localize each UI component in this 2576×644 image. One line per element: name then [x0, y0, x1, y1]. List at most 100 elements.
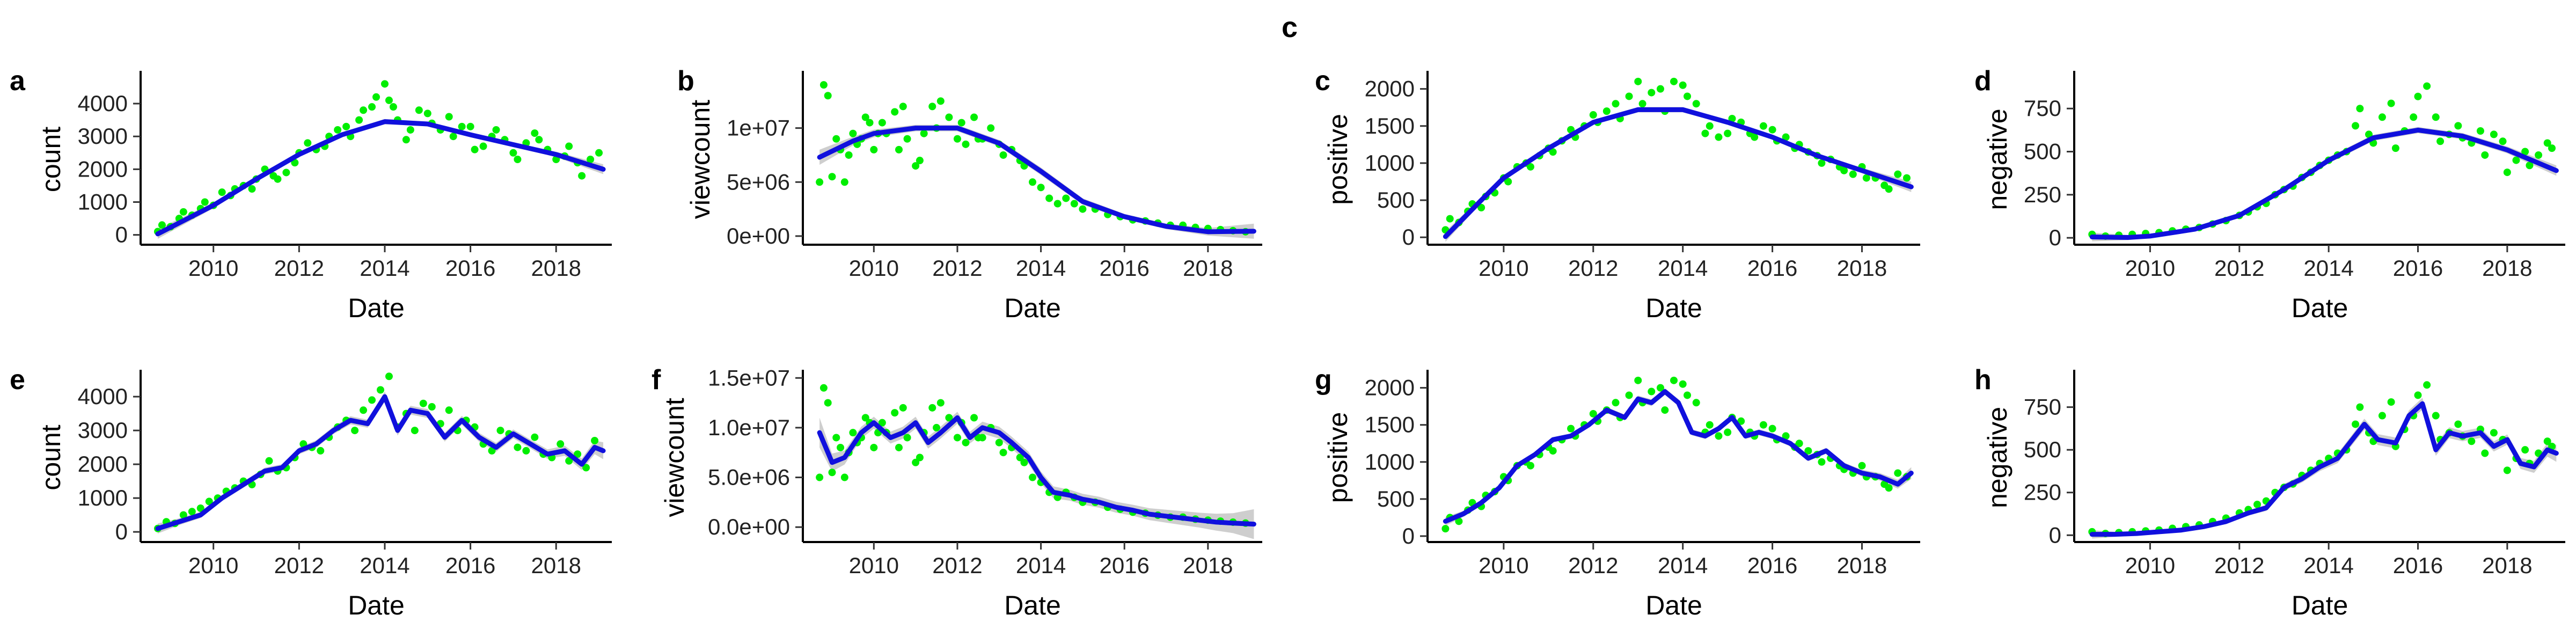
data-point — [2512, 156, 2520, 164]
y-tick-label: 1000 — [78, 189, 128, 215]
y-tick-label: 750 — [2024, 394, 2061, 420]
y-tick-label: 3000 — [78, 418, 128, 443]
y-tick-label: 500 — [2024, 437, 2061, 462]
data-point — [1724, 428, 1732, 436]
data-point — [1894, 170, 1902, 178]
data-point — [522, 447, 530, 455]
data-point — [957, 119, 965, 127]
data-point — [1549, 447, 1557, 455]
data-point — [471, 145, 479, 153]
y-axis-title: count — [36, 425, 66, 490]
data-point — [953, 434, 961, 442]
x-tick-label: 2018 — [2482, 553, 2532, 578]
data-point — [496, 427, 504, 435]
data-point — [903, 434, 911, 442]
y-axis-title: negative — [1982, 407, 2012, 508]
y-tick-label: 250 — [2024, 480, 2061, 505]
data-point — [878, 419, 886, 427]
data-point — [824, 399, 832, 407]
data-point — [2352, 122, 2360, 130]
data-point — [953, 135, 961, 143]
x-tick-label: 2016 — [445, 255, 495, 281]
panel-tag: g — [1315, 364, 1332, 396]
x-tick-label: 2010 — [188, 255, 238, 281]
data-point — [368, 396, 376, 404]
data-point — [1648, 387, 1656, 396]
y-tick-label: 0 — [115, 519, 128, 544]
y-tick-label: 1000 — [1365, 150, 1415, 175]
data-point — [565, 142, 573, 150]
data-point — [248, 185, 256, 193]
y-axis-title: viewcount — [660, 398, 690, 517]
data-point — [828, 469, 836, 477]
data-point — [304, 139, 312, 147]
y-tick-label: 1.0e+07 — [708, 415, 790, 440]
data-point — [920, 129, 928, 137]
data-point — [816, 473, 824, 481]
y-axis-title: positive — [1323, 114, 1353, 205]
data-point — [2543, 437, 2551, 445]
confidence-band — [2092, 398, 2557, 539]
data-point — [488, 447, 496, 455]
data-point — [891, 409, 899, 417]
y-tick-label: 1000 — [78, 485, 128, 510]
data-point — [1045, 194, 1053, 202]
data-point — [1634, 77, 1642, 85]
x-tick-label: 2012 — [274, 553, 324, 578]
x-tick-label: 2012 — [932, 255, 982, 281]
data-point — [1759, 421, 1767, 429]
panel-tag: b — [677, 65, 694, 97]
x-tick-label: 2018 — [1837, 255, 1887, 281]
y-tick-label: 1.5e+07 — [708, 365, 790, 390]
panel-tag: a — [10, 65, 26, 97]
data-point — [832, 434, 840, 442]
x-tick-label: 2014 — [1658, 553, 1708, 578]
data-point — [2436, 137, 2445, 145]
data-point — [317, 447, 325, 455]
y-tick-label: 2000 — [78, 451, 128, 477]
y-tick-label: 2000 — [78, 156, 128, 181]
data-point — [2432, 412, 2440, 420]
data-point — [368, 103, 376, 111]
data-point — [1612, 399, 1620, 407]
data-point — [265, 457, 273, 465]
data-point — [1053, 200, 1062, 208]
data-point — [1526, 462, 1534, 470]
confidence-band — [819, 125, 1254, 239]
data-point — [995, 438, 1003, 447]
data-point — [1062, 194, 1070, 202]
confidence-band — [157, 391, 604, 534]
smooth-line — [817, 126, 1256, 235]
data-point — [2543, 139, 2551, 147]
x-tick-label: 2012 — [274, 255, 324, 281]
data-point — [2481, 449, 2489, 457]
data-point — [445, 113, 453, 121]
data-point — [385, 96, 393, 104]
data-point — [1638, 100, 1646, 108]
y-tick-label: 4000 — [78, 91, 128, 116]
data-point — [449, 133, 457, 141]
data-point — [1477, 203, 1485, 211]
panel-f: 2010 2012 2014 2016 2018 0.0e+00 5.0e+06 1.0e+0… — [652, 364, 1262, 620]
data-point — [1862, 174, 1870, 182]
data-point — [1818, 159, 1826, 167]
data-point — [1070, 200, 1078, 208]
data-point — [578, 172, 586, 180]
data-point — [936, 399, 945, 407]
data-point — [1751, 133, 1759, 141]
y-tick-label: 5.0e+06 — [708, 465, 790, 490]
x-tick-label: 2014 — [1658, 255, 1708, 281]
data-point — [849, 429, 857, 437]
y-tick-label: 1e+07 — [727, 115, 790, 141]
data-point — [406, 126, 414, 134]
data-point — [1692, 100, 1700, 108]
x-tick-label: 2018 — [531, 553, 581, 578]
data-point — [1020, 458, 1028, 466]
data-point — [445, 406, 453, 414]
y-tick-label: 3000 — [78, 123, 128, 149]
panel-tag: e — [10, 364, 25, 396]
data-point — [849, 129, 857, 137]
data-point — [1768, 425, 1776, 433]
panel-h: 2010 2012 2014 2016 2018 0 250 500 750 Date negati… — [1974, 364, 2565, 620]
